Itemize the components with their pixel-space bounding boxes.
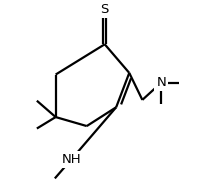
Text: S: S bbox=[100, 3, 109, 17]
Text: N: N bbox=[156, 76, 166, 89]
Text: NH: NH bbox=[61, 153, 81, 166]
